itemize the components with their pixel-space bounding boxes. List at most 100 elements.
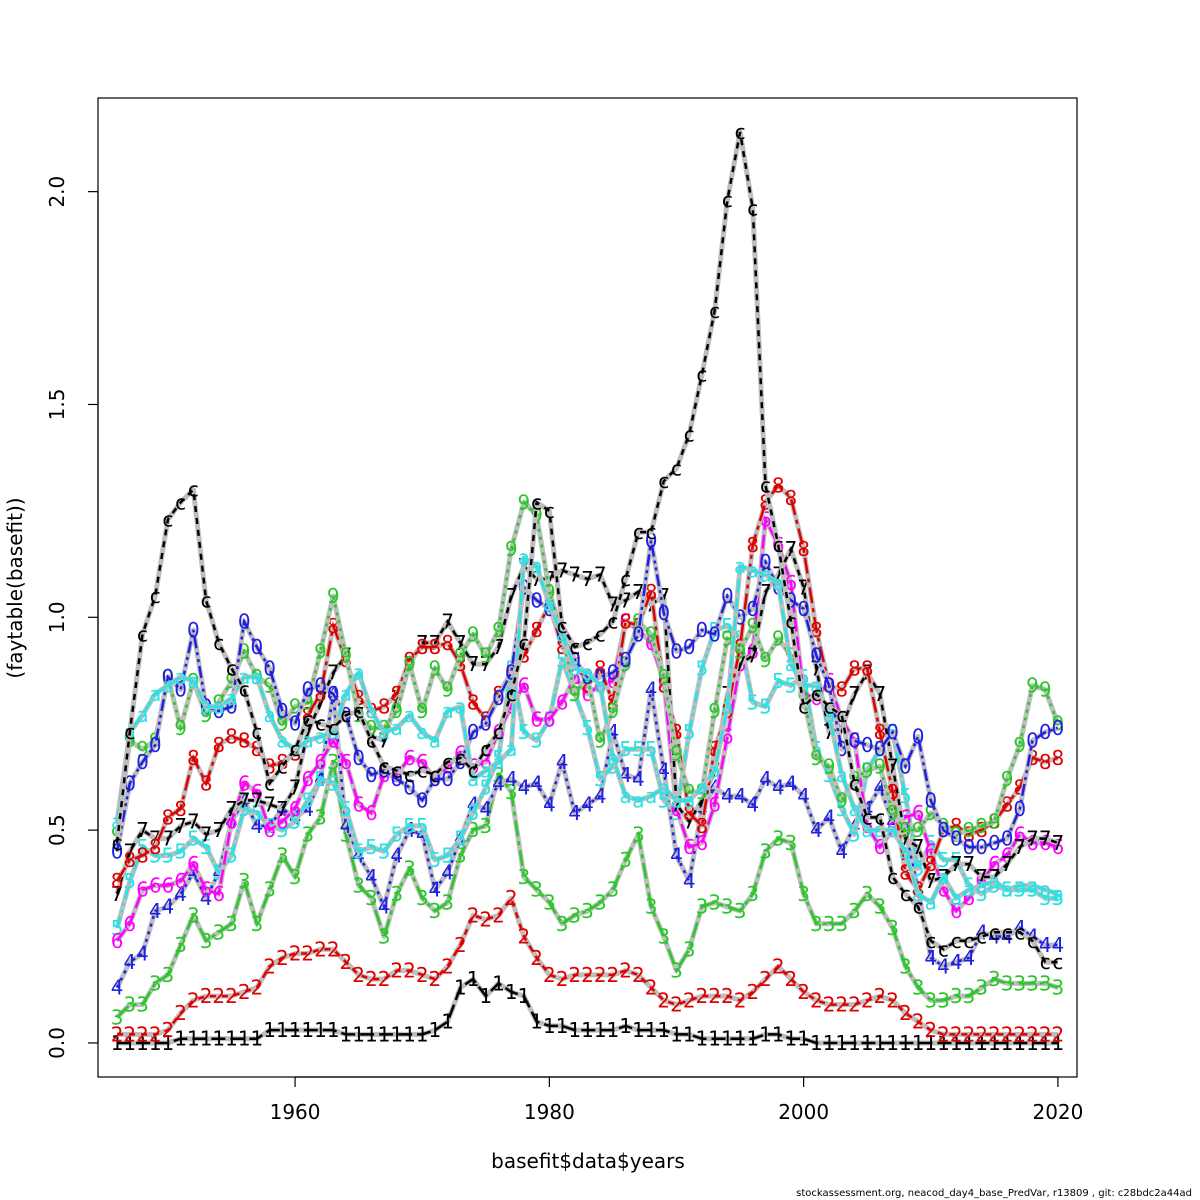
series-5-point: 5 [200,835,213,859]
series-8-point: 8 [696,814,709,838]
series-5-point: 5 [785,673,798,697]
series-9-point: 9 [340,644,353,668]
series-c-point: c [493,720,504,744]
series-2-point: 2 [594,963,607,987]
series-0-point: 0 [1026,729,1039,753]
series-a-point: a [162,673,174,697]
series-2-point: 2 [378,967,391,991]
series-2-point: 2 [1001,1022,1014,1046]
series-a-point: a [683,788,695,812]
series-c-point: c [925,929,936,953]
series-2-point: 2 [225,984,238,1008]
series-3-point: 3 [696,895,709,919]
series-6-point: 6 [556,690,569,714]
series-a-point: a [670,788,682,812]
series-a-point: a [454,695,466,719]
series-1-point: 1 [645,1018,658,1042]
series-1-point: 1 [200,1027,213,1051]
series-3-point: 3 [289,865,302,889]
series-4-point: 4 [111,976,124,1000]
series-6-point: 6 [403,746,416,770]
series-1-point: 1 [924,1031,937,1055]
series-2-point: 2 [886,988,899,1012]
series-8-point: 8 [403,648,416,672]
series-7-point: 7 [212,818,225,842]
y-axis-title: (faytable(basefit)) [3,497,27,678]
series-7-point: 7 [1013,835,1026,859]
series-5-point: 5 [123,869,136,893]
series-1-point: 1 [619,1014,632,1038]
series-c-point: c [785,610,796,634]
series-4-point: 4 [518,776,531,800]
series-2-point: 2 [696,984,709,1008]
series-2-point: 2 [823,993,836,1017]
series-1-point: 1 [479,984,492,1008]
series-1-point: 1 [746,1027,759,1051]
series-6-point: 6 [352,793,365,817]
series-3-line [116,761,1059,1019]
series-a-point: a [251,665,263,689]
series-5-point: 5 [696,656,709,680]
series-7-point: 7 [111,882,124,906]
series-a-point: a [1014,873,1026,897]
series-2-point: 2 [950,1022,963,1046]
series-5-point: 5 [174,839,187,863]
series-3-point: 3 [746,882,759,906]
series-3-point: 3 [797,882,810,906]
x-axis: 1960 1980 2000 2020 [270,1076,1083,1124]
series-5-point: 5 [352,839,365,863]
series-c-point: c [900,882,911,906]
series-6-point: 6 [950,899,963,923]
series-c-point: c [1014,920,1025,944]
series-a-point: a [950,886,962,910]
series-a-point: a [518,546,530,570]
series-2-point: 2 [937,1022,950,1046]
series-0-point: 0 [721,584,734,608]
series-a-point: a [175,665,187,689]
series-3-point: 3 [251,912,264,936]
series-1-point: 1 [670,1022,683,1046]
series-7-point: 7 [568,563,581,587]
series-a-point: a [581,661,593,685]
series-a-point: a [976,873,988,897]
series-a-point: a [505,737,517,761]
series-3-point: 3 [632,822,645,846]
series-0-point: 0 [810,644,823,668]
series-1-point: 1 [708,1027,721,1051]
series-c-point: c [989,920,1000,944]
series-2-point: 2 [912,1010,925,1034]
series-a-point: a [658,776,670,800]
series-0-point: 0 [670,639,683,663]
series-3-point: 3 [581,899,594,923]
series-2-point: 2 [988,1022,1001,1046]
series-c-point: c [913,895,924,919]
series-2-point: 2 [543,963,556,987]
series-c-point: c [722,188,733,212]
series-2-point: 2 [441,954,454,978]
series-0-point: 0 [263,656,276,680]
series-a-point: a [391,716,403,740]
series-a-point: a [645,784,657,808]
series-2-point: 2 [251,976,264,1000]
series-a-point: a [340,682,352,706]
series-3-point: 3 [924,988,937,1012]
series-2-point: 2 [772,954,785,978]
series-6-point: 6 [111,929,124,953]
series-2-point: 2 [454,933,467,957]
series-1-point: 1 [123,1031,136,1055]
series-3-point: 3 [937,988,950,1012]
series-c-point: c [302,707,313,731]
series-5-point: 5 [327,771,340,795]
series-a-point: a [607,746,619,770]
series-9-point: 9 [1039,678,1052,702]
series-6-point: 6 [416,750,429,774]
series-4-point: 4 [594,784,607,808]
series-2-point: 2 [149,1022,162,1046]
series-8-point: 8 [746,533,759,557]
series-9-point: 9 [912,818,925,842]
series-1-line [117,977,1058,1045]
series-2-point: 2 [276,946,289,970]
series-7-point: 7 [479,652,492,676]
series-8-point: 8 [619,610,632,634]
series-9-point: 9 [874,754,887,778]
